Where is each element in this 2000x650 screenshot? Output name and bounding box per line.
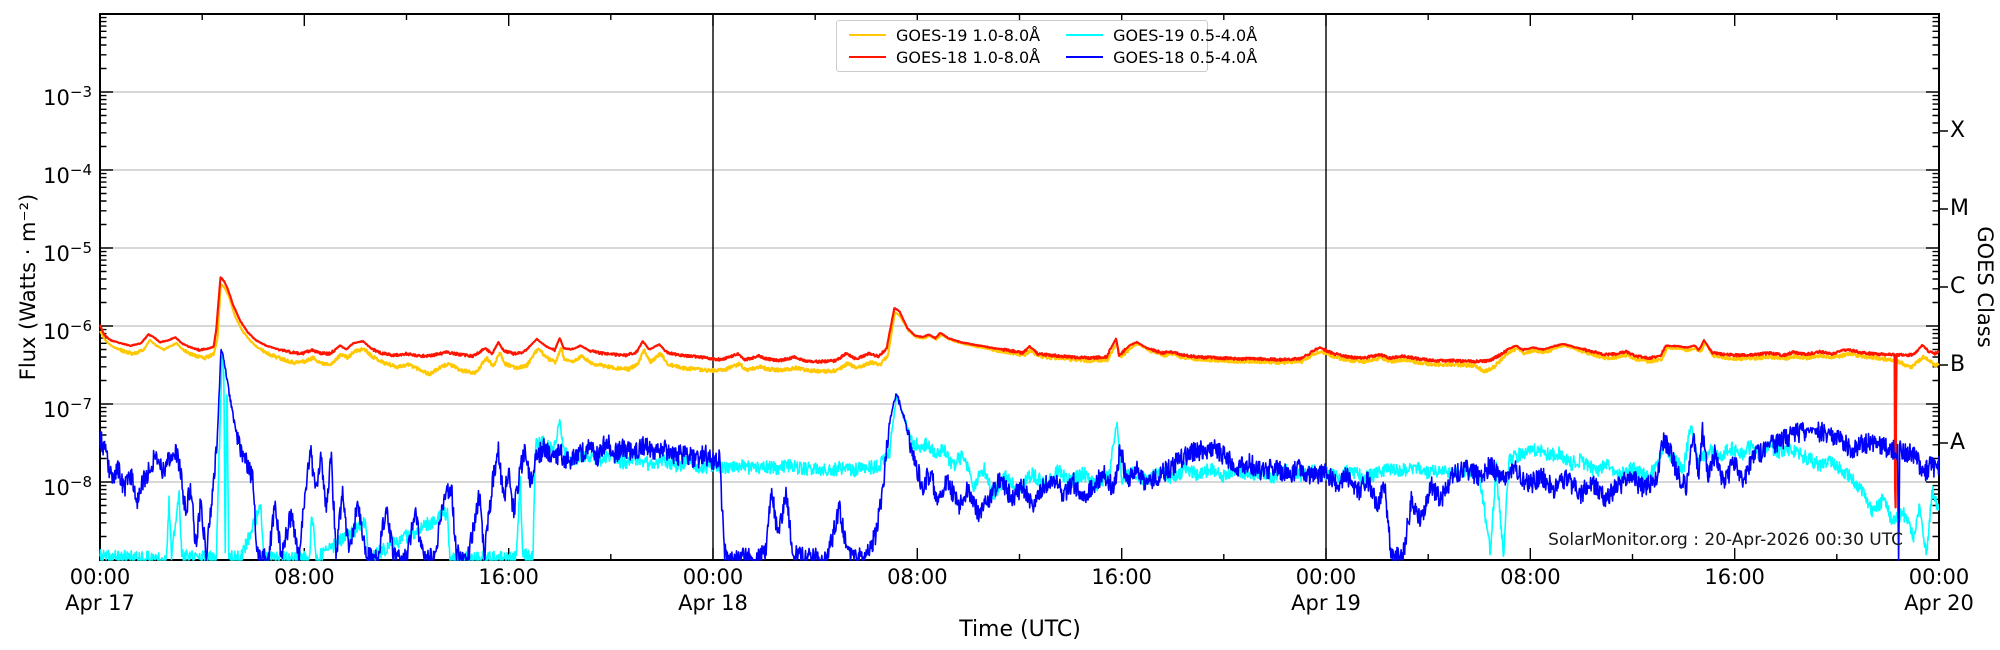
legend-label: GOES-19 0.5-4.0Å <box>1113 25 1258 45</box>
x-tick-time-label: 08:00 <box>274 565 335 589</box>
legend-item: GOES-18 1.0-8.0Å <box>849 46 1040 68</box>
legend: GOES-19 1.0-8.0Å GOES-18 1.0-8.0Å GOES-1… <box>836 20 1257 72</box>
legend-item: GOES-19 0.5-4.0Å <box>1066 24 1257 46</box>
legend-label: GOES-18 0.5-4.0Å <box>1113 47 1258 67</box>
series-line-1 <box>98 276 1940 509</box>
y-tick-label: 10−4 <box>43 161 92 188</box>
x-tick-date-label: Apr 20 <box>1904 591 1974 615</box>
x-tick-time-label: 00:00 <box>682 565 744 589</box>
x-tick-time-label: 16:00 <box>1704 565 1765 589</box>
y-tick-label: 10−7 <box>43 395 92 422</box>
x-tick-time-label: 00:00 <box>1908 565 1970 589</box>
legend-line-sample-icon <box>1066 55 1104 59</box>
x-tick-date-label: Apr 19 <box>1291 591 1361 615</box>
series-line-0 <box>99 283 1940 377</box>
legend-label: GOES-18 1.0-8.0Å <box>896 47 1041 67</box>
legend-line-sample-icon <box>849 55 886 59</box>
x-tick-time-label: 00:00 <box>1295 565 1357 589</box>
plot-border <box>99 13 1940 561</box>
x-tick-time-label: 08:00 <box>887 565 948 589</box>
legend-label: GOES-19 1.0-8.0Å <box>896 25 1041 45</box>
goes-class-letter: A <box>1950 430 1966 455</box>
series-line-3 <box>99 348 1940 561</box>
goes-class-letter: X <box>1950 118 1966 143</box>
legend-line-sample-icon <box>1066 33 1104 37</box>
x-tick-date-label: Apr 18 <box>678 591 748 615</box>
goes-class-letter: C <box>1950 274 1966 299</box>
watermark: SolarMonitor.org : 20-Apr-2026 00:30 UTC <box>1548 530 1903 550</box>
x-tick-date-label: Apr 17 <box>65 591 135 615</box>
x-axis-title: Time (UTC) <box>959 617 1081 642</box>
legend-line-sample-icon <box>849 33 886 37</box>
y-tick-label: 10−3 <box>43 83 92 110</box>
x-tick-time-label: 08:00 <box>1500 565 1561 589</box>
y-tick-label: 10−8 <box>43 473 92 500</box>
legend-item: GOES-18 0.5-4.0Å <box>1066 46 1257 68</box>
legend-item: GOES-19 1.0-8.0Å <box>849 24 1040 46</box>
x-tick-time-label: 16:00 <box>1091 565 1152 589</box>
y-tick-label: 10−5 <box>43 239 92 266</box>
goes-class-letter: B <box>1950 352 1966 377</box>
x-tick-time-label: 00:00 <box>69 565 131 589</box>
goes-class-letter: M <box>1950 196 1969 221</box>
y-tick-label: 10−6 <box>43 317 92 344</box>
plot-area <box>100 14 1939 560</box>
x-tick-time-label: 16:00 <box>478 565 539 589</box>
